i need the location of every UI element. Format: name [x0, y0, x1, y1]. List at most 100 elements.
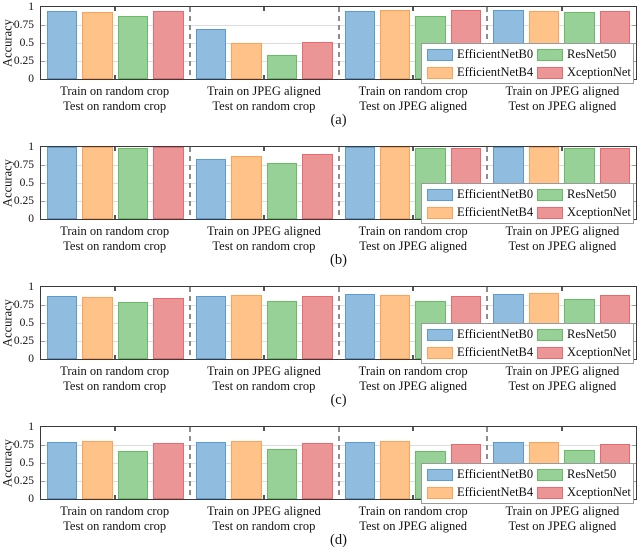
y-tick-label: 0.25: [13, 55, 34, 67]
x-tick-top: [263, 7, 266, 11]
legend-swatch-XceptionNet: [537, 66, 563, 79]
bar-EfficientNetB0: [47, 147, 78, 219]
x-tick-bottom: [411, 495, 414, 499]
legend-swatch-ResNet50: [537, 468, 563, 481]
legend-swatch-EfficientNetB4: [427, 486, 453, 499]
bar-ResNet50: [117, 450, 149, 499]
bar-EfficientNetB4: [379, 9, 411, 79]
legend-item-XceptionNet: XceptionNet: [537, 205, 631, 220]
x-group-label-line2: Test on random crop: [63, 519, 167, 533]
x-group-label-line1: Train on random crop: [60, 84, 170, 98]
legend-swatch-EfficientNetB0: [427, 468, 453, 481]
legend-label: ResNet50: [567, 187, 617, 201]
x-group-label-line1: Train on random crop: [358, 84, 468, 98]
x-tick-top: [114, 287, 117, 291]
x-group-label: Train on random crop Test on random crop: [40, 84, 189, 114]
chart-panel-c: Accuracy EfficientNetB0 ResNet50 Efficient…: [0, 280, 640, 420]
x-group-label-line2: Test on random crop: [63, 239, 167, 253]
panel-caption-b: (b): [330, 252, 347, 268]
right-axis-tick: [632, 305, 636, 306]
legend-item-ResNet50: ResNet50: [537, 467, 631, 482]
bar-EfficientNetB4: [82, 12, 113, 79]
right-axis-tick: [632, 341, 636, 342]
bar-EfficientNetB0: [47, 11, 78, 79]
legend-label: EfficientNetB4: [457, 345, 534, 359]
x-group-label: Train on JPEG aligned Test on random crop: [189, 364, 338, 394]
x-tick-bottom: [114, 215, 117, 219]
x-group-label-line1: Train on JPEG aligned: [206, 504, 321, 518]
x-tick-top: [411, 147, 414, 151]
x-group-label-line2: Test on JPEG aligned: [359, 239, 468, 253]
x-tick-top: [560, 7, 563, 11]
legend-label: EfficientNetB4: [457, 65, 534, 79]
legend-swatch-EfficientNetB4: [427, 206, 453, 219]
left-axis-tick: [41, 481, 45, 482]
left-axis-tick: [41, 43, 45, 44]
legend-item-ResNet50: ResNet50: [537, 47, 631, 62]
legend-item-ResNet50: ResNet50: [537, 327, 631, 342]
plot-area-b: EfficientNetB0 ResNet50 EfficientNetB4 Xcep…: [40, 146, 637, 224]
left-axis-tick: [41, 183, 45, 184]
bar-group: [41, 147, 190, 219]
chart-panel-a: Accuracy EfficientNetB0 ResNet50 Efficient…: [0, 0, 640, 140]
x-group-label: Train on random crop Test on JPEG aligned: [339, 84, 488, 114]
bar-ResNet50: [117, 15, 149, 79]
x-group-label: Train on random crop Test on random crop: [40, 224, 189, 254]
bar-group: [190, 7, 339, 79]
chart-panel-d: Accuracy EfficientNetB0 ResNet50 Efficient…: [0, 420, 640, 560]
legend-label: EfficientNetB0: [457, 327, 534, 341]
x-group-label: Train on JPEG aligned Test on random crop: [189, 84, 338, 114]
bar-ResNet50: [266, 162, 298, 219]
bar-EfficientNetB0: [344, 10, 375, 79]
legend-item-EfficientNetB0: EfficientNetB0: [427, 187, 537, 202]
bar-EfficientNetB4: [379, 147, 411, 219]
legend-item-EfficientNetB0: EfficientNetB0: [427, 327, 537, 342]
bar-ResNet50: [266, 55, 298, 79]
x-group-label-line2: Test on JPEG aligned: [359, 519, 468, 533]
right-axis-tick: [632, 481, 636, 482]
x-tick-top: [114, 427, 117, 431]
y-tick-label: 0.5: [19, 457, 34, 469]
left-axis-tick: [41, 463, 45, 464]
y-tick-label: 0.25: [13, 195, 34, 207]
legend-item-XceptionNet: XceptionNet: [537, 485, 631, 500]
x-group-label-line1: Train on JPEG aligned: [505, 224, 620, 238]
legend-swatch-ResNet50: [537, 48, 563, 61]
x-tick-bottom: [411, 75, 414, 79]
x-group-label-line2: Test on JPEG aligned: [359, 379, 468, 393]
x-group-label-line2: Test on random crop: [212, 239, 316, 253]
x-group-label: Train on JPEG aligned Test on JPEG aligne…: [488, 364, 637, 394]
bar-EfficientNetB0: [47, 442, 78, 499]
x-tick-top: [560, 287, 563, 291]
y-tick-label: 1: [28, 1, 34, 13]
group-separator: [188, 287, 191, 359]
x-tick-bottom: [263, 355, 266, 359]
bar-EfficientNetB0: [195, 159, 227, 219]
bar-group: [190, 427, 339, 499]
x-group-label: Train on random crop Test on JPEG aligned: [339, 364, 488, 394]
x-group-label: Train on random crop Test on random crop: [40, 504, 189, 534]
x-group-label: Train on JPEG aligned Test on JPEG aligne…: [488, 224, 637, 254]
x-group-label-line2: Test on JPEG aligned: [508, 379, 617, 393]
panel-caption-d: (d): [330, 532, 347, 548]
x-group-label: Train on random crop Test on JPEG aligned: [339, 224, 488, 254]
legend-item-EfficientNetB4: EfficientNetB4: [427, 345, 537, 360]
x-tick-bottom: [263, 75, 266, 79]
y-tick-label: 0.5: [19, 37, 34, 49]
legend-swatch-ResNet50: [537, 188, 563, 201]
x-tick-top: [114, 7, 117, 11]
legend-label: XceptionNet: [567, 65, 631, 79]
x-tick-bottom: [263, 495, 266, 499]
legend-item-EfficientNetB4: EfficientNetB4: [427, 65, 537, 80]
left-axis-tick: [41, 323, 45, 324]
legend-swatch-XceptionNet: [537, 346, 563, 359]
x-tick-top: [263, 427, 266, 431]
x-tick-top: [411, 287, 414, 291]
bar-XceptionNet: [153, 10, 184, 79]
y-tick-label: 1: [28, 141, 34, 153]
x-group-label-line2: Test on JPEG aligned: [508, 239, 617, 253]
legend-item-XceptionNet: XceptionNet: [537, 345, 631, 360]
plot-area-a: EfficientNetB0 ResNet50 EfficientNetB4 Xcep…: [40, 6, 637, 84]
legend-swatch-EfficientNetB0: [427, 188, 453, 201]
x-group-label-line2: Test on random crop: [63, 99, 167, 113]
